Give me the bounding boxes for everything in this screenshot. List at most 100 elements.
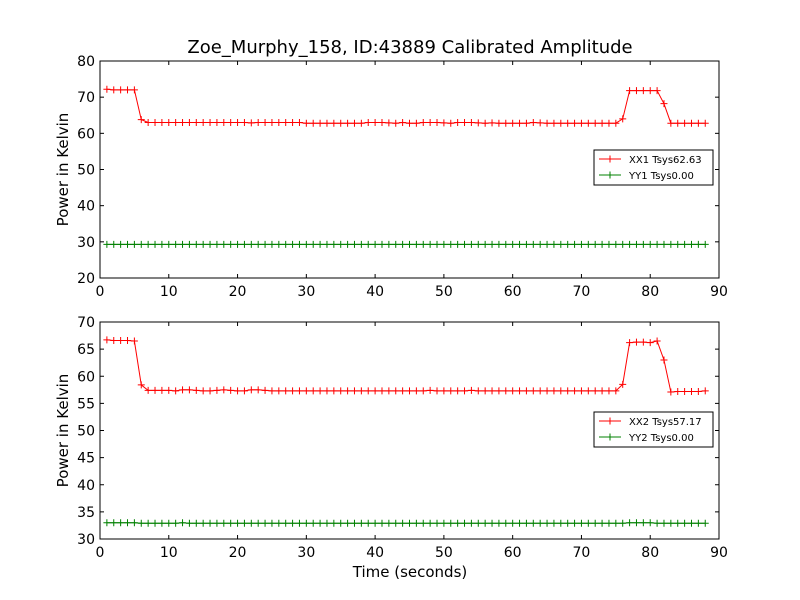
y-tick-label: 65 (77, 342, 95, 358)
data-point (577, 387, 585, 395)
data-point (344, 240, 352, 248)
data-point (165, 519, 173, 527)
data-point (681, 387, 689, 395)
data-point (660, 240, 668, 248)
x-axis-label: Time (seconds) (352, 563, 468, 581)
data-point (261, 240, 269, 248)
data-point (660, 519, 668, 527)
data-point (488, 519, 496, 527)
data-point (502, 387, 510, 395)
data-point (261, 386, 269, 394)
data-point (522, 240, 530, 248)
data-point (240, 240, 248, 248)
x-tick-label: 60 (504, 545, 522, 561)
data-point (316, 240, 324, 248)
data-point (502, 119, 510, 127)
data-point (103, 336, 111, 344)
data-point (571, 119, 579, 127)
legend: XX1 Tsys62.63 YY1 Tsys0.00 (593, 149, 714, 186)
data-point (350, 387, 358, 395)
data-point (626, 240, 634, 248)
data-point (295, 519, 303, 527)
data-point (461, 118, 469, 126)
y-tick-label: 40 (77, 199, 95, 215)
y-tick-label: 50 (77, 424, 95, 440)
data-point (419, 118, 427, 126)
data-point (371, 519, 379, 527)
data-point (660, 100, 668, 108)
data-point (516, 519, 524, 527)
data-point (667, 119, 675, 127)
data-point (632, 87, 640, 95)
data-point (172, 240, 180, 248)
data-point (117, 336, 125, 344)
y-tick-label: 30 (77, 532, 95, 548)
data-point (137, 381, 145, 389)
data-point (488, 240, 496, 248)
x-tick-label: 70 (573, 545, 591, 561)
data-point (516, 119, 524, 127)
x-tick-label: 30 (297, 284, 315, 300)
data-point (309, 387, 317, 395)
x-tick-label: 10 (160, 545, 178, 561)
y-tick-label: 55 (77, 396, 95, 412)
data-point (117, 86, 125, 94)
data-point (701, 519, 709, 527)
x-tick-label: 90 (710, 545, 728, 561)
data-point (674, 119, 682, 127)
data-point (612, 519, 620, 527)
y-tick-label: 35 (77, 505, 95, 521)
data-point (605, 519, 613, 527)
data-point (144, 240, 152, 248)
data-point (667, 388, 675, 396)
data-point (564, 519, 572, 527)
data-point (694, 519, 702, 527)
data-point (481, 387, 489, 395)
data-point (406, 519, 413, 527)
data-point (426, 118, 434, 126)
data-point (213, 240, 221, 248)
data-point (330, 240, 338, 248)
data-point (639, 519, 647, 527)
data-point (440, 519, 448, 527)
data-point (509, 387, 517, 395)
data-point (371, 240, 379, 248)
series-1-1 (103, 85, 709, 127)
data-point (591, 519, 599, 527)
data-point (110, 240, 118, 248)
legend-label: XX1 Tsys62.63 (629, 155, 702, 166)
data-point (598, 119, 606, 127)
data-point (199, 240, 207, 248)
data-point (268, 387, 276, 395)
data-point (337, 519, 345, 527)
data-point (454, 519, 462, 527)
data-point (406, 387, 413, 395)
data-point (632, 519, 640, 527)
data-point (261, 519, 269, 527)
data-point (488, 119, 496, 127)
data-point (419, 519, 427, 527)
data-point (392, 240, 400, 248)
data-point (598, 387, 606, 395)
data-point (536, 387, 544, 395)
data-point (461, 387, 469, 395)
data-point (137, 116, 145, 124)
data-point (543, 240, 551, 248)
data-point (282, 240, 290, 248)
data-point (364, 387, 372, 395)
data-point (206, 519, 214, 527)
data-point (687, 387, 695, 395)
data-point (185, 240, 193, 248)
data-point (289, 387, 297, 395)
data-point (254, 118, 262, 126)
data-point (227, 118, 235, 126)
data-point (151, 118, 159, 126)
data-point (557, 240, 565, 248)
data-point (316, 519, 324, 527)
data-point (447, 519, 455, 527)
data-point (275, 519, 283, 527)
data-point (529, 240, 537, 248)
data-point (213, 118, 221, 126)
data-point (275, 118, 283, 126)
